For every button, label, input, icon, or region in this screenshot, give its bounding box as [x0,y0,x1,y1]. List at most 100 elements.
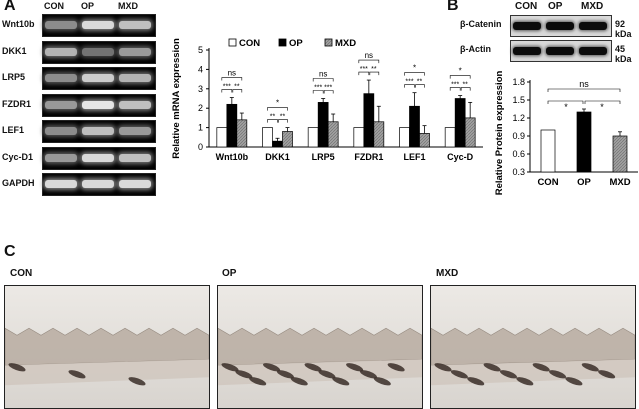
gel-strip [42,67,156,90]
gel-band [119,47,151,56]
blot-lane-header: MXD [581,1,604,12]
significance-label: ns [228,69,236,78]
bar [282,131,293,148]
significance-label: ns [365,51,373,60]
micrograph-label: OP [222,268,237,279]
bar [576,111,592,173]
gel-strip [42,173,156,196]
significance-label: *** [451,82,459,89]
gel-band [119,127,151,135]
gel-strip [42,40,156,64]
legend-label: CON [239,38,260,49]
blot-band [546,22,574,30]
bar [409,105,420,148]
significance-label: *** [223,84,231,91]
blot-lane-header: CON [515,1,538,12]
significance-label: *** [405,79,413,86]
bar [540,129,556,173]
legend-swatch [278,38,287,47]
x-category-label: LEF1 [403,152,425,162]
bar [307,127,319,148]
y-tick-label: 2 [198,103,203,113]
bar [262,127,273,148]
micrograph-image [218,286,422,408]
legend-label: OP [289,38,303,49]
gel-lane-header: MXD [118,1,138,11]
gel-band [45,100,77,109]
gel-row-label: Wnt10b [2,19,35,29]
gel-row-label: LEF1 [2,125,25,135]
y-tick-label: 1.5 [512,95,525,105]
bar [454,98,466,148]
significance-label: *** [314,85,322,92]
y-tick-label: 5 [198,45,203,55]
micrograph [4,285,210,409]
gel-band [45,21,77,29]
significance-label: ns [319,70,327,79]
x-category-label: LRP5 [312,152,335,162]
significance-label: ** [417,79,423,86]
bar [444,127,456,148]
blot-band [513,22,541,30]
gel-band [45,47,77,56]
y-tick-label: 0.6 [512,149,525,159]
legend-label: MXD [335,38,356,49]
gel-band [119,74,151,82]
gel-band [82,153,114,162]
significance-label: ** [371,66,377,73]
gel-row-label: Cyc-D1 [2,151,34,162]
gel-band [82,100,114,109]
y-tick-label: 1.8 [512,77,525,87]
gel-strip [42,14,156,37]
blot-strip [510,40,612,62]
blot-size-label: 92 kDa [615,19,632,39]
gel-band [119,180,151,188]
gel-row-label: GAPDH [2,178,35,188]
significance-label: *** [360,66,368,73]
gel-band [45,180,77,188]
panel-c-letter: C [4,243,16,260]
gel-row-label: DKK1 [2,45,27,56]
blot-size-label: 45 kDa [615,44,632,64]
x-category-label: OP [577,177,591,188]
significance-label: * [459,67,462,76]
significance-label: * [413,64,416,73]
bar [317,102,329,148]
panel-b-letter: B [447,0,459,14]
significance-label: ns [579,79,589,89]
micrograph [430,285,636,409]
blot-row-label: β-Catenin [460,19,502,29]
micrograph [217,285,423,409]
gel-band [82,74,114,82]
gel-band [45,127,77,135]
bar [272,140,283,148]
bar [353,127,365,148]
blot-lane-header: OP [548,1,563,12]
gel-lane-header: CON [44,1,64,11]
gel-band [82,127,114,135]
gel-strip [42,93,156,117]
y-tick-label: 1.2 [512,113,525,123]
gel-band [119,21,151,29]
bar [236,119,248,148]
gel-band [45,74,77,82]
bar [327,121,339,148]
x-category-label: DKK1 [265,152,290,162]
y-tick-label: 3 [198,84,203,94]
bar [216,127,228,148]
bar [464,117,476,148]
y-tick-label: 0 [198,142,203,152]
x-category-label: Wnt10b [216,152,249,162]
y-tick-label: 4 [198,64,203,74]
gel-band [119,100,151,109]
mrna-expression-chart: 0 1 2 3 4 5 Relative mRNA expression CON OP MXD Wn… [171,38,483,162]
significance-label: * [600,102,604,112]
legend-swatch [228,38,237,47]
blot-band [579,47,607,55]
gel-band [45,153,77,162]
gel-band [119,153,151,162]
y-axis-label: Relative Protein expression [494,71,505,195]
gel-strip [42,120,156,143]
gel-strip [42,146,156,170]
bar [373,121,385,148]
